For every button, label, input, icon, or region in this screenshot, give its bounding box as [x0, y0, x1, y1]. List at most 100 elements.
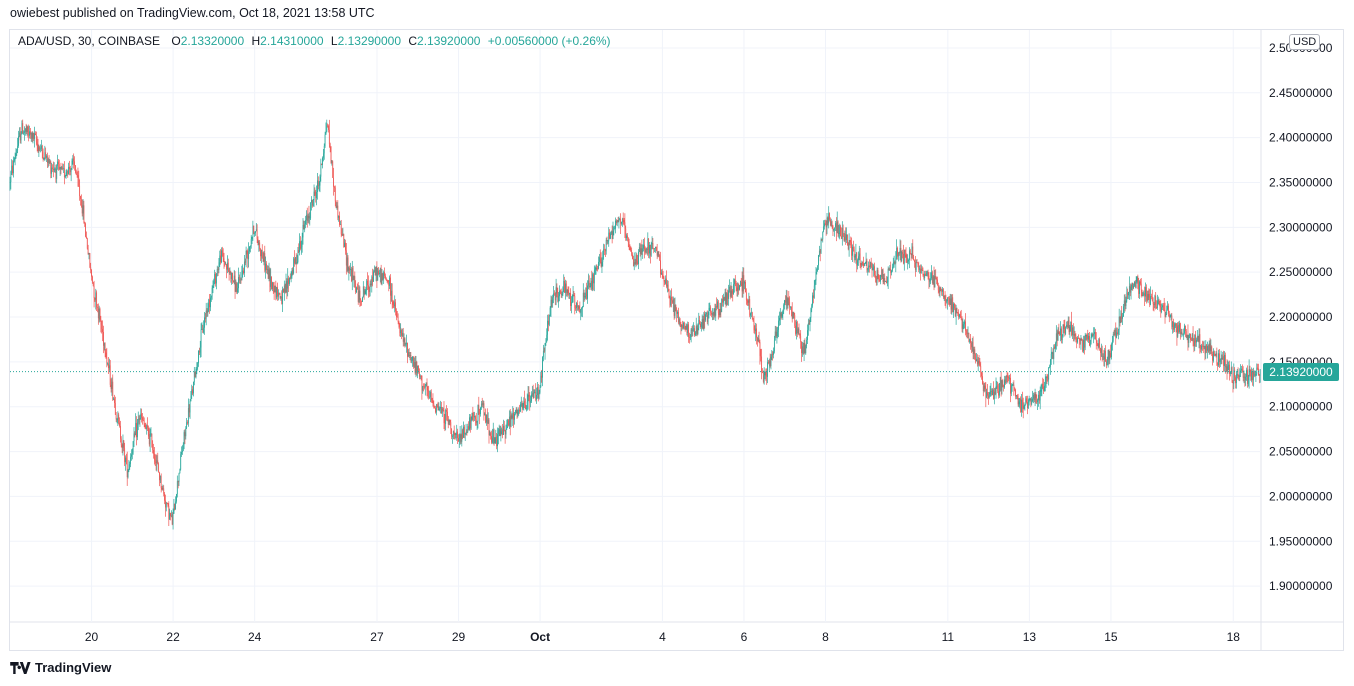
candle-body: [350, 268, 351, 271]
candle-body: [660, 260, 661, 275]
candle-body: [424, 385, 426, 388]
candle-body: [320, 163, 322, 177]
candle-body: [565, 283, 567, 293]
candle-body: [549, 307, 551, 316]
chart-frame[interactable]: [9, 29, 1344, 651]
candle-body: [550, 299, 552, 308]
candle-body: [1104, 350, 1106, 360]
candle-body: [393, 304, 395, 307]
candle-body: [1221, 357, 1223, 360]
candle-body: [514, 413, 515, 420]
candle-body: [46, 155, 48, 163]
candle-body: [601, 261, 603, 267]
candle-body: [746, 300, 748, 301]
candle-body: [363, 286, 365, 294]
candle-body: [929, 280, 931, 282]
candle-body: [169, 512, 171, 520]
candle-body: [652, 243, 654, 249]
candle-body: [852, 246, 853, 256]
candle-body: [148, 427, 149, 437]
candle-body: [418, 365, 419, 372]
candle-body: [650, 244, 652, 256]
candle-body: [390, 290, 392, 296]
candle-body: [976, 359, 977, 362]
candle-body: [739, 280, 741, 286]
candle-body: [288, 278, 289, 284]
candle-body: [627, 237, 629, 243]
candle-body: [178, 473, 180, 483]
candle-body: [97, 307, 99, 319]
candle-body: [691, 329, 693, 331]
candle-body: [1164, 310, 1166, 317]
candle-body: [965, 321, 966, 331]
candle-body: [314, 191, 316, 195]
candle-body: [619, 219, 621, 220]
candle-body: [1209, 343, 1211, 351]
candle-body: [753, 321, 755, 331]
candle-body: [853, 249, 855, 258]
candle-body: [80, 198, 82, 206]
candle-body: [318, 185, 320, 187]
candle-body: [260, 249, 261, 257]
candle-body: [963, 324, 965, 325]
candle-body: [732, 293, 734, 294]
candle-body: [51, 167, 53, 174]
candle-body: [1075, 335, 1077, 341]
candle-body: [426, 382, 428, 391]
candle-body: [518, 409, 520, 413]
candle-body: [1111, 344, 1112, 358]
candle-body: [414, 362, 416, 373]
candle-body: [711, 312, 712, 315]
candle-body: [679, 319, 681, 325]
candle-body: [221, 250, 223, 254]
x-tick-label: 11: [942, 630, 955, 644]
candle-body: [712, 313, 714, 316]
last-price-badge: 2.13920000: [1263, 363, 1339, 381]
candle-body: [630, 250, 632, 252]
candle-body: [1085, 334, 1087, 337]
candle-body: [174, 503, 176, 510]
candle-body: [984, 385, 986, 389]
candle-body: [210, 296, 212, 298]
candle-body: [1072, 327, 1074, 336]
candle-body: [204, 317, 205, 328]
candle-body: [882, 269, 884, 283]
candle-body: [557, 293, 559, 302]
candle-body: [1076, 340, 1078, 343]
x-tick-label: 18: [1227, 630, 1241, 644]
currency-button[interactable]: USD: [1289, 34, 1321, 50]
candle-body: [692, 329, 694, 331]
candle-body: [368, 289, 370, 292]
candle-body: [285, 281, 287, 293]
candle-body: [196, 368, 198, 369]
candle-body: [1010, 377, 1011, 394]
candle-body: [773, 351, 774, 355]
candle-body: [488, 419, 490, 436]
candle-body: [980, 366, 982, 373]
candle-body: [667, 284, 669, 290]
candle-body: [594, 269, 596, 272]
candle-body: [737, 284, 739, 291]
candle-body: [469, 417, 470, 430]
candle-body: [244, 261, 245, 274]
candle-body: [491, 436, 492, 443]
candle-body: [926, 271, 928, 274]
candle-body: [653, 248, 655, 249]
candle-body: [863, 263, 864, 266]
tradingview-footer[interactable]: TradingView: [10, 660, 111, 675]
candle-body: [373, 270, 375, 272]
candle-body: [1218, 353, 1219, 366]
candle-body: [52, 168, 54, 170]
candle-body: [544, 343, 546, 352]
candle-body: [621, 221, 622, 224]
y-tick-label: 2.45000000: [1269, 86, 1333, 100]
candle-body: [814, 280, 816, 286]
candle-body: [802, 346, 804, 354]
candle-body: [762, 371, 763, 373]
candle-body: [223, 258, 225, 262]
candle-body: [436, 404, 438, 407]
candle-body: [1058, 331, 1060, 334]
candle-body: [452, 430, 454, 437]
candle-body: [1235, 377, 1236, 384]
